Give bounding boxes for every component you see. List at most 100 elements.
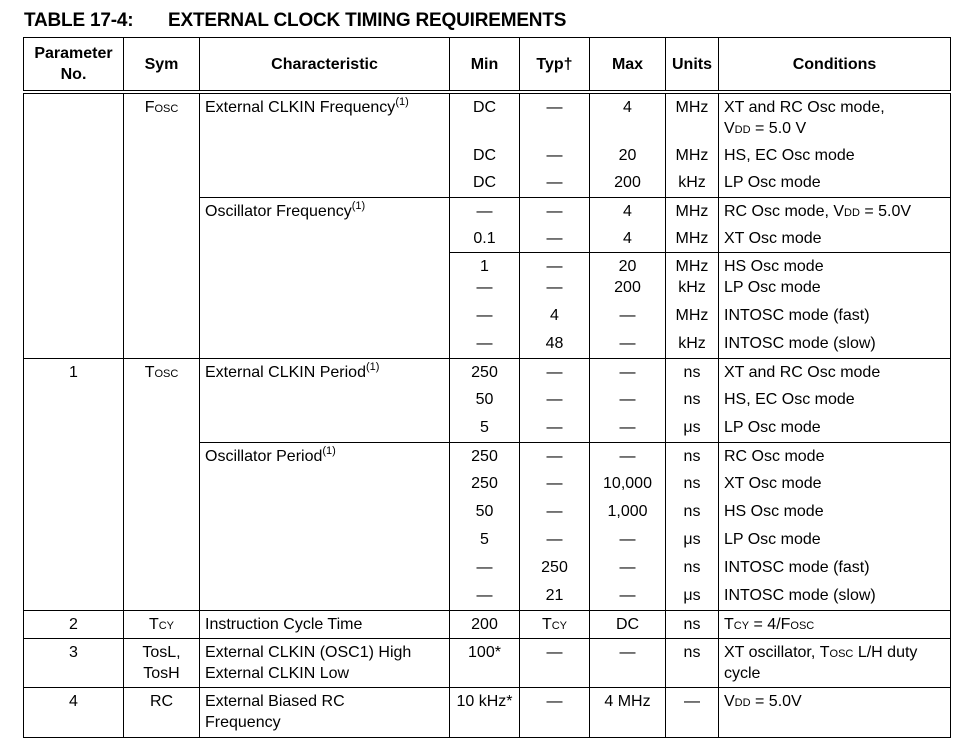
min-cell: DC <box>449 142 520 169</box>
sym-cell: RC <box>123 686 200 738</box>
max-cell: — <box>589 526 666 554</box>
typ-cell: 48 <box>519 330 590 358</box>
max-cell: — <box>589 441 666 470</box>
typ-cell: — <box>519 686 590 738</box>
max-cell: — <box>589 414 666 442</box>
typ-cell: — <box>519 225 590 252</box>
units-cell: ns <box>665 357 719 386</box>
conditions-cell: INTOSC mode (fast) <box>718 302 951 330</box>
min-cell: 1 — <box>449 251 520 302</box>
max-cell: — <box>589 330 666 358</box>
cond-text: = 4/ <box>749 615 781 633</box>
typ-cell: — <box>519 441 590 470</box>
cond-symbol: Tcy <box>724 615 750 633</box>
min-cell: 50 <box>449 386 520 414</box>
units-cell: ns <box>665 441 719 470</box>
characteristic-label: Oscillator Period <box>205 447 323 465</box>
units-cell: ns <box>665 609 719 638</box>
table-row: — 250 — ns INTOSC mode (fast) <box>24 554 951 582</box>
table-row: 5 — — μs LP Osc mode <box>24 414 951 442</box>
units-cell: MHz <box>665 302 719 330</box>
max-cell: — <box>589 582 666 610</box>
footnote-ref: (1) <box>365 360 380 373</box>
min-cell: — <box>449 582 520 610</box>
characteristic-label: External CLKIN Period <box>205 363 366 381</box>
param-cell: 3 <box>23 637 124 687</box>
units-cell: MHz <box>665 225 719 252</box>
units-cell: ns <box>665 498 719 526</box>
typ-cell: — <box>519 92 590 142</box>
header-param: Parameter No. <box>23 37 124 94</box>
table-row: Oscillator Frequency(1) — — 4 MHz RC Osc… <box>24 196 951 358</box>
max-cell: 1,000 <box>589 498 666 526</box>
max-cell: — <box>589 357 666 386</box>
max-cell: — <box>589 302 666 330</box>
table-row: Fosc External CLKIN Frequency(1) DC — 4 … <box>23 92 951 358</box>
characteristic-cell: Instruction Cycle Time <box>199 609 450 638</box>
clock-timing-table: Parameter No. Sym Characteristic Min Typ… <box>23 37 951 738</box>
units-cell: kHz <box>665 330 719 358</box>
max-cell: 4 MHz <box>589 686 666 738</box>
conditions-cell: XT and RC Osc mode <box>718 357 951 386</box>
cond-symbol: Vdd <box>833 202 860 220</box>
table-row: DC — 200 kHz LP Osc mode <box>24 169 951 197</box>
min-cell: — <box>449 330 520 358</box>
cond-text: XT and RC Osc mode, <box>724 99 885 116</box>
cond-symbol: Tosc <box>819 643 854 661</box>
units-cell: MHz <box>665 92 719 142</box>
conditions-cell: Vdd = 5.0V <box>718 686 951 738</box>
conditions-cell: INTOSC mode (slow) <box>718 582 951 610</box>
header-typ: Typ† <box>519 37 590 94</box>
typ-cell: — <box>519 498 590 526</box>
table-row: 0.1 — 4 MHz XT Osc mode <box>24 225 951 252</box>
max-cell: 20 <box>589 142 666 169</box>
param-cell: 4 <box>23 686 124 738</box>
min-cell: 250 <box>449 441 520 470</box>
cond-text: = 5.0 V <box>750 120 807 137</box>
conditions-cell: LP Osc mode <box>718 414 951 442</box>
table-row: 3 TosL, TosH External CLKIN (OSC1) High … <box>23 637 951 687</box>
max-cell: 10,000 <box>589 470 666 498</box>
units-cell: — <box>665 686 719 738</box>
conditions-cell: XT Osc mode <box>718 470 951 498</box>
table-row: DC — 20 MHz HS, EC Osc mode <box>24 142 951 169</box>
max-cell: 20 200 <box>589 251 666 302</box>
typ-cell: — <box>519 414 590 442</box>
sym-cell: Tosc <box>123 357 200 610</box>
header-conditions: Conditions <box>718 37 951 94</box>
min-cell: DC <box>449 92 520 142</box>
table-row: 1 — — — 20 200 MHz kHz HS Osc mode LP Os… <box>24 251 951 302</box>
header-sym: Sym <box>123 37 200 94</box>
table-title-text: EXTERNAL CLOCK TIMING REQUIREMENTS <box>168 10 567 31</box>
characteristic-cell: Oscillator Period(1) <box>199 441 450 610</box>
header-units: Units <box>665 37 719 94</box>
footnote-ref: (1) <box>322 444 336 457</box>
cond-text: = 5.0V <box>750 692 802 710</box>
typ-cell: Tcy <box>519 609 590 638</box>
header-min: Min <box>449 37 520 94</box>
table-row: — 48 — kHz INTOSC mode (slow) <box>24 330 951 358</box>
conditions-cell: HS, EC Osc mode <box>718 142 951 169</box>
param-cell <box>23 92 124 358</box>
characteristic-label: External CLKIN Frequency <box>205 99 396 116</box>
characteristic-cell: External CLKIN Period(1) <box>199 357 450 442</box>
characteristic-cell: Oscillator Frequency(1) <box>199 196 450 358</box>
cond-symbol: Vdd <box>724 692 751 710</box>
table-number: TABLE 17-4: <box>24 10 134 31</box>
units-cell: kHz <box>665 169 719 197</box>
conditions-cell: Tcy = 4/Fosc <box>718 609 951 638</box>
characteristic-cell: External CLKIN Frequency(1) <box>199 92 450 197</box>
footnote-ref: (1) <box>395 96 409 108</box>
typ-cell: — <box>519 142 590 169</box>
max-cell: 4 <box>589 225 666 252</box>
table-row: 4 RC External Biased RC Frequency 10 kHz… <box>23 686 951 738</box>
table-row: 1 Tosc External CLKIN Period(1) 250 — — … <box>23 357 951 610</box>
units-cell: MHz kHz <box>665 251 719 302</box>
min-cell: 250 <box>449 470 520 498</box>
units-cell: μs <box>665 526 719 554</box>
typ-cell: — <box>519 357 590 386</box>
cond-text: XT oscillator, <box>724 643 820 661</box>
min-cell: 5 <box>449 414 520 442</box>
conditions-cell: INTOSC mode (fast) <box>718 554 951 582</box>
table-title: TABLE 17-4: EXTERNAL CLOCK TIMING REQUIRE… <box>24 10 566 32</box>
